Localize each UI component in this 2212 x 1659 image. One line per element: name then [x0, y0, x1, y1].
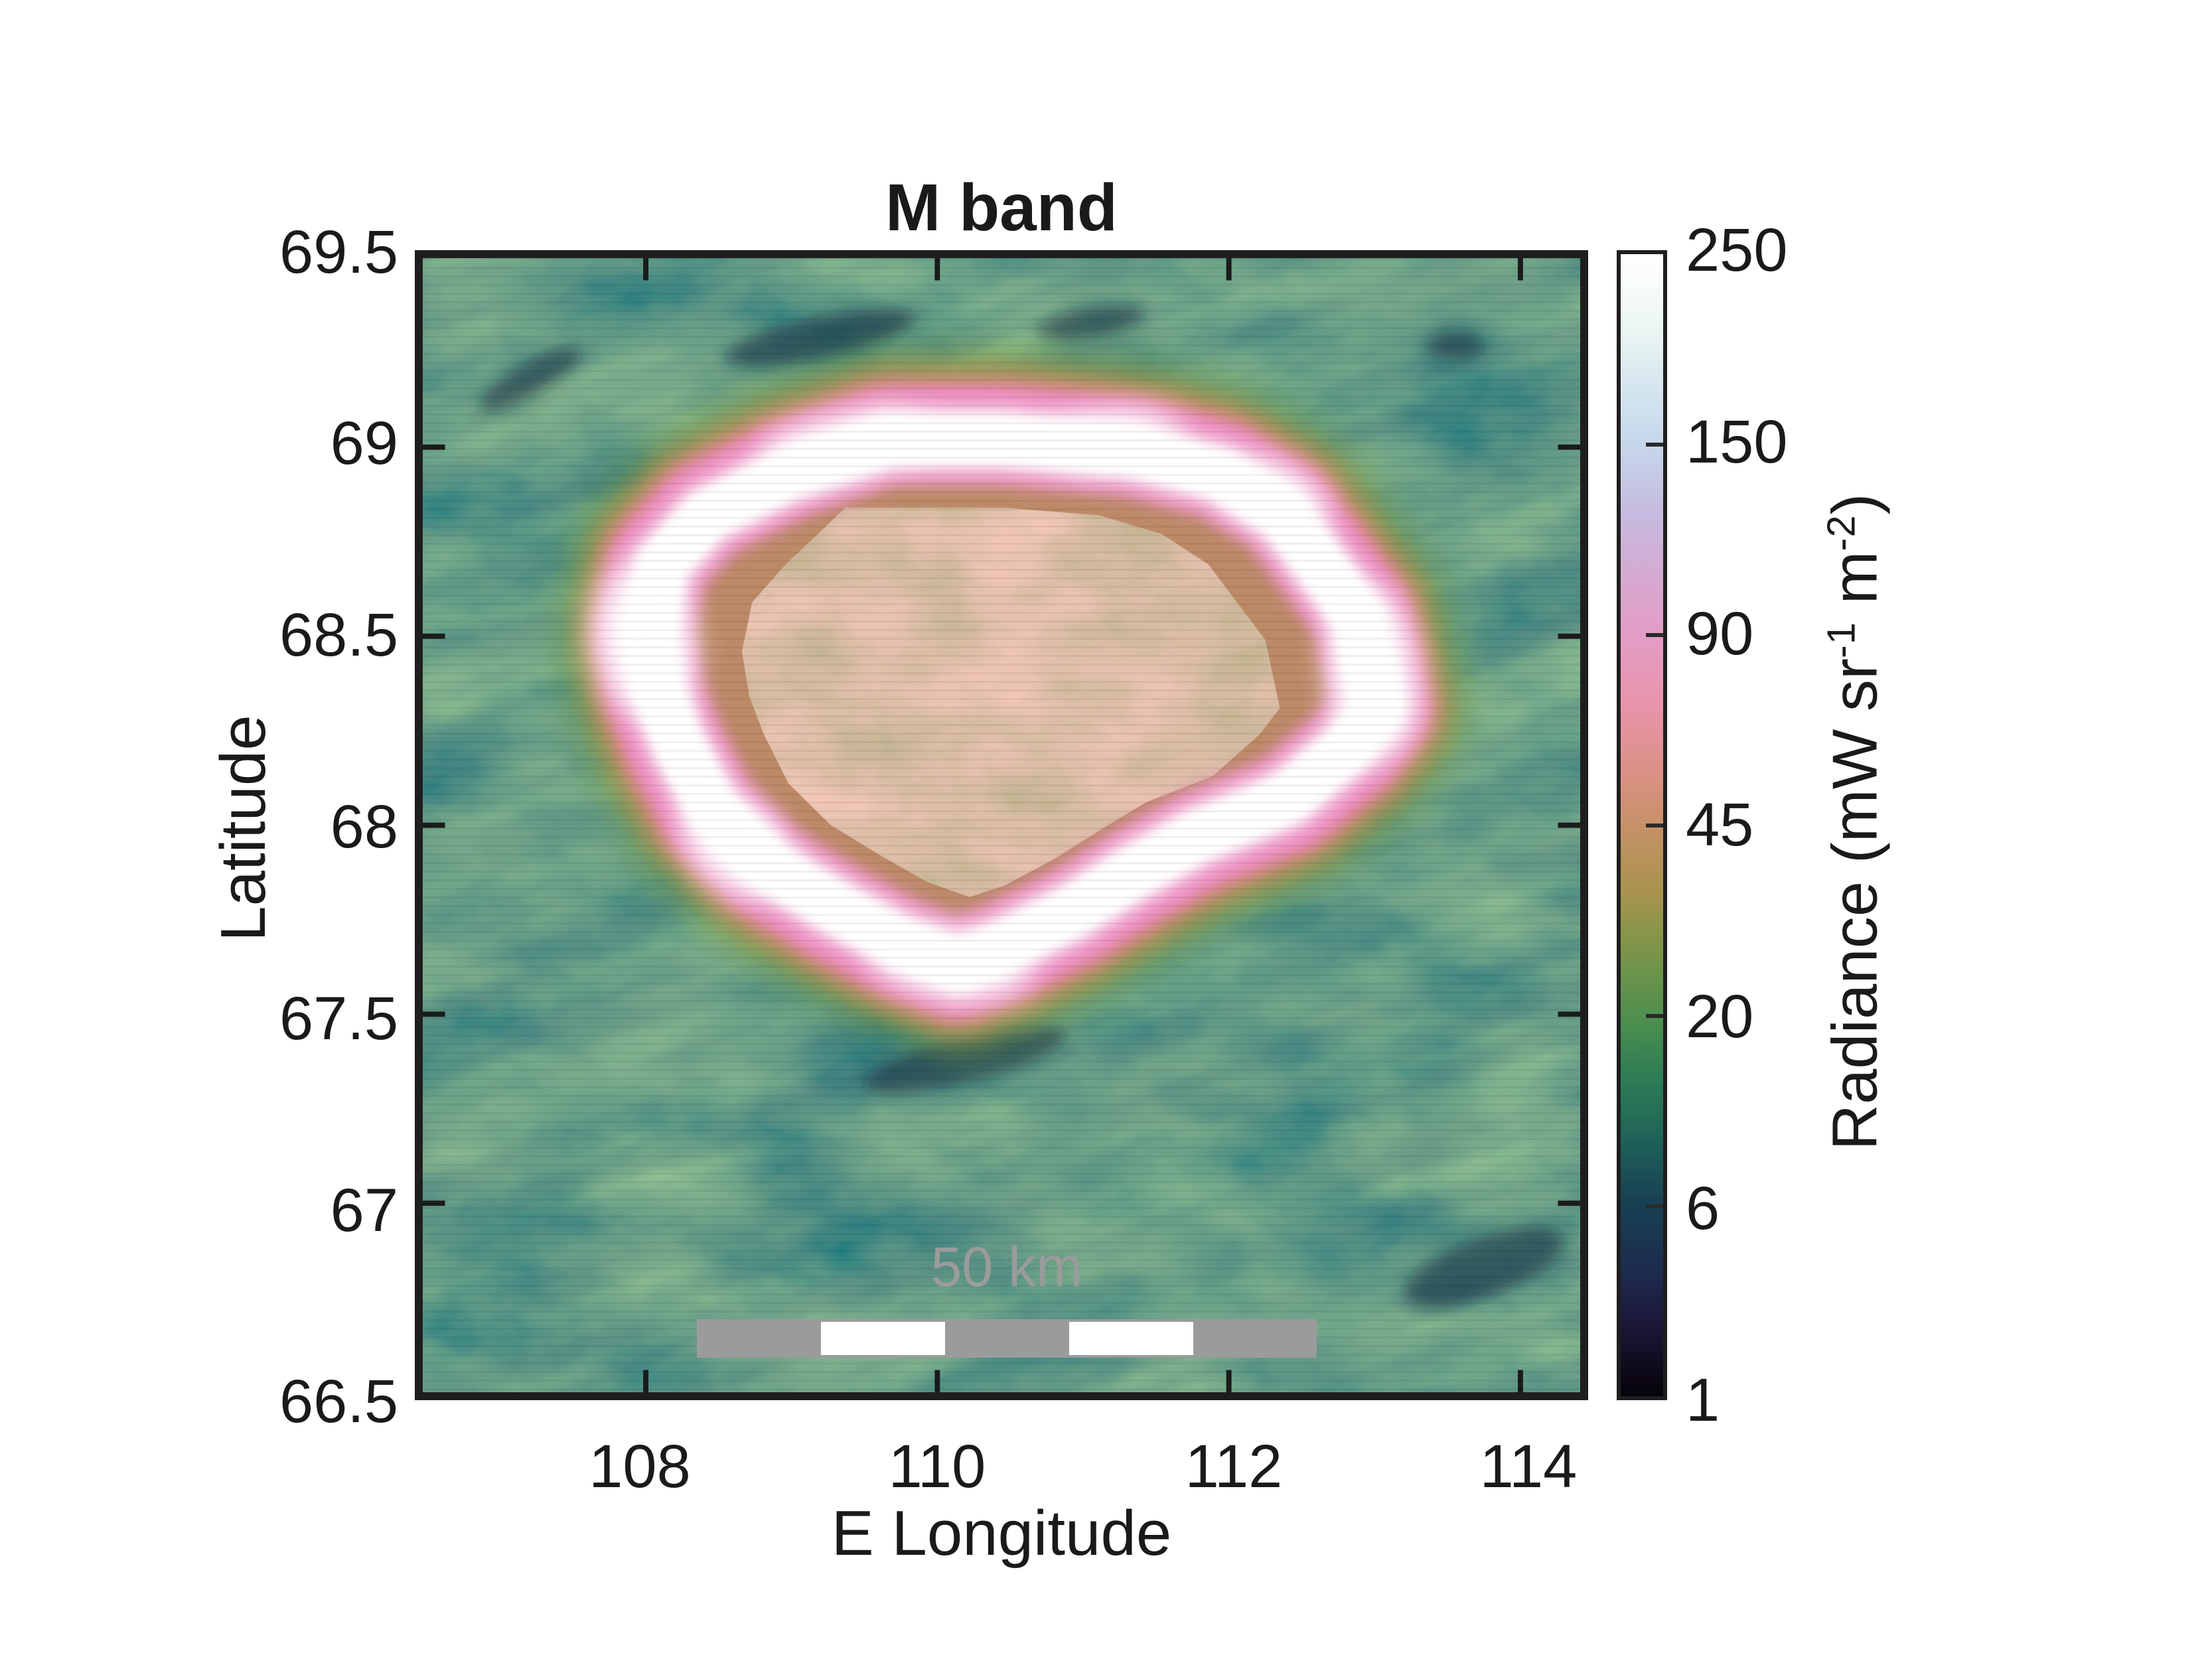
y-tick-68: 68 [330, 793, 398, 861]
scalebar-white-segment [821, 1322, 945, 1355]
map-plot: 50 km [415, 250, 1588, 1400]
x-tick-114: 114 [1479, 1433, 1578, 1500]
cb-label-sup1: -1 [1818, 622, 1864, 658]
y-tick-67.5: 67.5 [279, 985, 398, 1052]
y-axis-label: Latitude [208, 715, 279, 942]
x-tick-108: 108 [589, 1433, 691, 1500]
dark-artifact-patches [479, 305, 1565, 1308]
scalebar-white-segment [1069, 1322, 1193, 1355]
plot-title: M band [885, 171, 1118, 245]
cb-tick-20: 20 [1686, 983, 1754, 1050]
colorbar-tick-mark [1646, 1204, 1663, 1208]
cb-tick-90: 90 [1686, 600, 1754, 668]
y-tick-69: 69 [330, 409, 398, 477]
colorbar-tick-mark [1646, 1014, 1663, 1018]
colorbar-tick-mark [1646, 824, 1663, 828]
scalebar-label: 50 km [930, 1236, 1083, 1298]
colorbar-axis-label: Radiance (mW sr-1 m-2) [1818, 358, 1892, 1287]
cb-label-prefix: Radiance (mW sr [1819, 658, 1891, 1151]
cb-tick-150: 150 [1686, 408, 1788, 476]
axis-tick-marks [423, 258, 1580, 1392]
cb-label-suffix: ) [1819, 493, 1891, 515]
cb-tick-45: 45 [1686, 791, 1754, 859]
scalebar [697, 1319, 1317, 1358]
cb-tick-1: 1 [1686, 1366, 1720, 1434]
colorbar-tick-mark [1646, 443, 1663, 447]
y-tick-67: 67 [330, 1177, 398, 1244]
radiance-map [423, 258, 1580, 1392]
cb-label-mid: m [1819, 551, 1891, 622]
cb-label-sup2: -2 [1818, 514, 1864, 551]
y-tick-69.5: 69.5 [279, 218, 398, 286]
x-axis-label: E Longitude [831, 1498, 1172, 1569]
y-tick-68.5: 68.5 [279, 601, 398, 669]
cb-tick-6: 6 [1686, 1175, 1720, 1242]
x-tick-112: 112 [1185, 1433, 1283, 1500]
cb-tick-250: 250 [1686, 216, 1788, 284]
x-tick-110: 110 [888, 1433, 986, 1500]
colorbar [1617, 250, 1667, 1400]
colorbar-tick-mark [1646, 633, 1663, 637]
y-tick-66.5: 66.5 [279, 1368, 398, 1435]
ring-bright-hotspots [593, 412, 1416, 997]
